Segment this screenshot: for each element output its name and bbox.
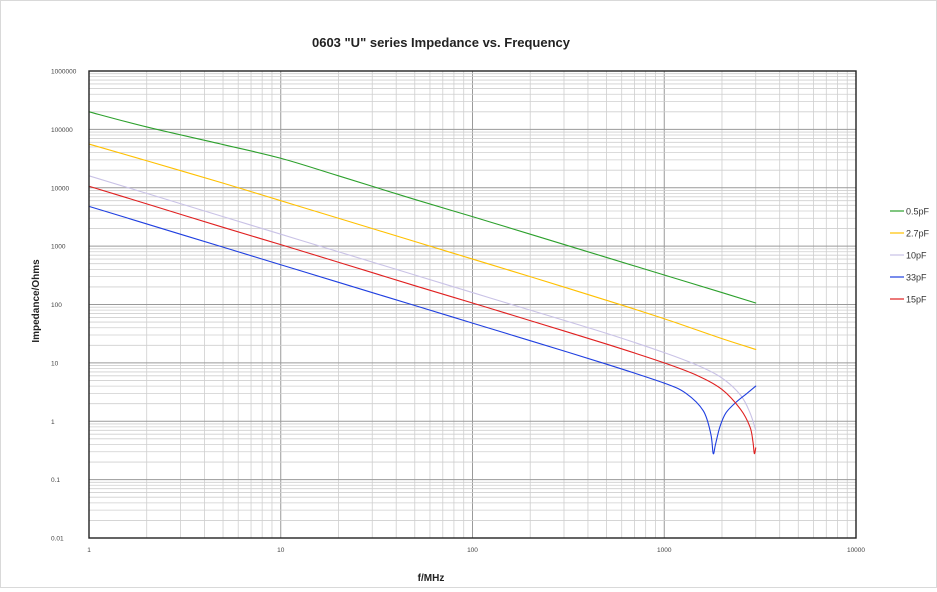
series-line-10pf <box>88 175 757 431</box>
y-tick-label: 0.1 <box>51 477 60 484</box>
legend-label-2-7pf: 2.7pF <box>906 229 930 239</box>
series-layer <box>88 111 757 455</box>
legend: 0.5pF 2.7pF 10pF 33pF 15pF <box>890 207 930 305</box>
y-tick-label: 100000 <box>51 127 73 134</box>
x-tick-label: 10 <box>277 547 285 554</box>
legend-label-33pf: 33pF <box>906 273 927 283</box>
tick-labels: 1 10 100 1000 10000 0.01 0.1 1 10 100 1000 10000 100… <box>51 69 865 555</box>
legend-label-10pf: 10pF <box>906 251 927 261</box>
plot-area-border <box>88 70 857 539</box>
x-tick-label: 1000 <box>657 547 672 554</box>
legend-label-15pf: 15pF <box>906 295 927 305</box>
legend-label-0-5pf: 0.5pF <box>906 207 930 217</box>
grid-layer <box>88 71 856 539</box>
y-tick-label: 1000 <box>51 244 66 251</box>
y-tick-label: 100 <box>51 302 62 309</box>
series-line-0-5pf <box>88 111 757 304</box>
series-line-2-7pf <box>88 143 757 350</box>
x-tick-label: 10000 <box>847 547 865 554</box>
y-tick-label: 10 <box>51 360 59 367</box>
y-tick-label: 0.01 <box>51 536 64 543</box>
y-axis-label: Impedance/Ohms <box>31 259 42 343</box>
chart-title: 0603 "U" series Impedance vs. Frequency <box>312 35 571 50</box>
x-tick-label: 100 <box>467 547 478 554</box>
series-line-33pf <box>88 205 757 455</box>
y-tick-label: 10000 <box>51 185 69 192</box>
x-tick-label: 1 <box>87 547 91 554</box>
y-tick-label: 1000000 <box>51 69 77 76</box>
x-axis-label: f/MHz <box>418 573 445 584</box>
series-line-15pf <box>88 185 757 455</box>
y-tick-label: 1 <box>51 419 55 426</box>
